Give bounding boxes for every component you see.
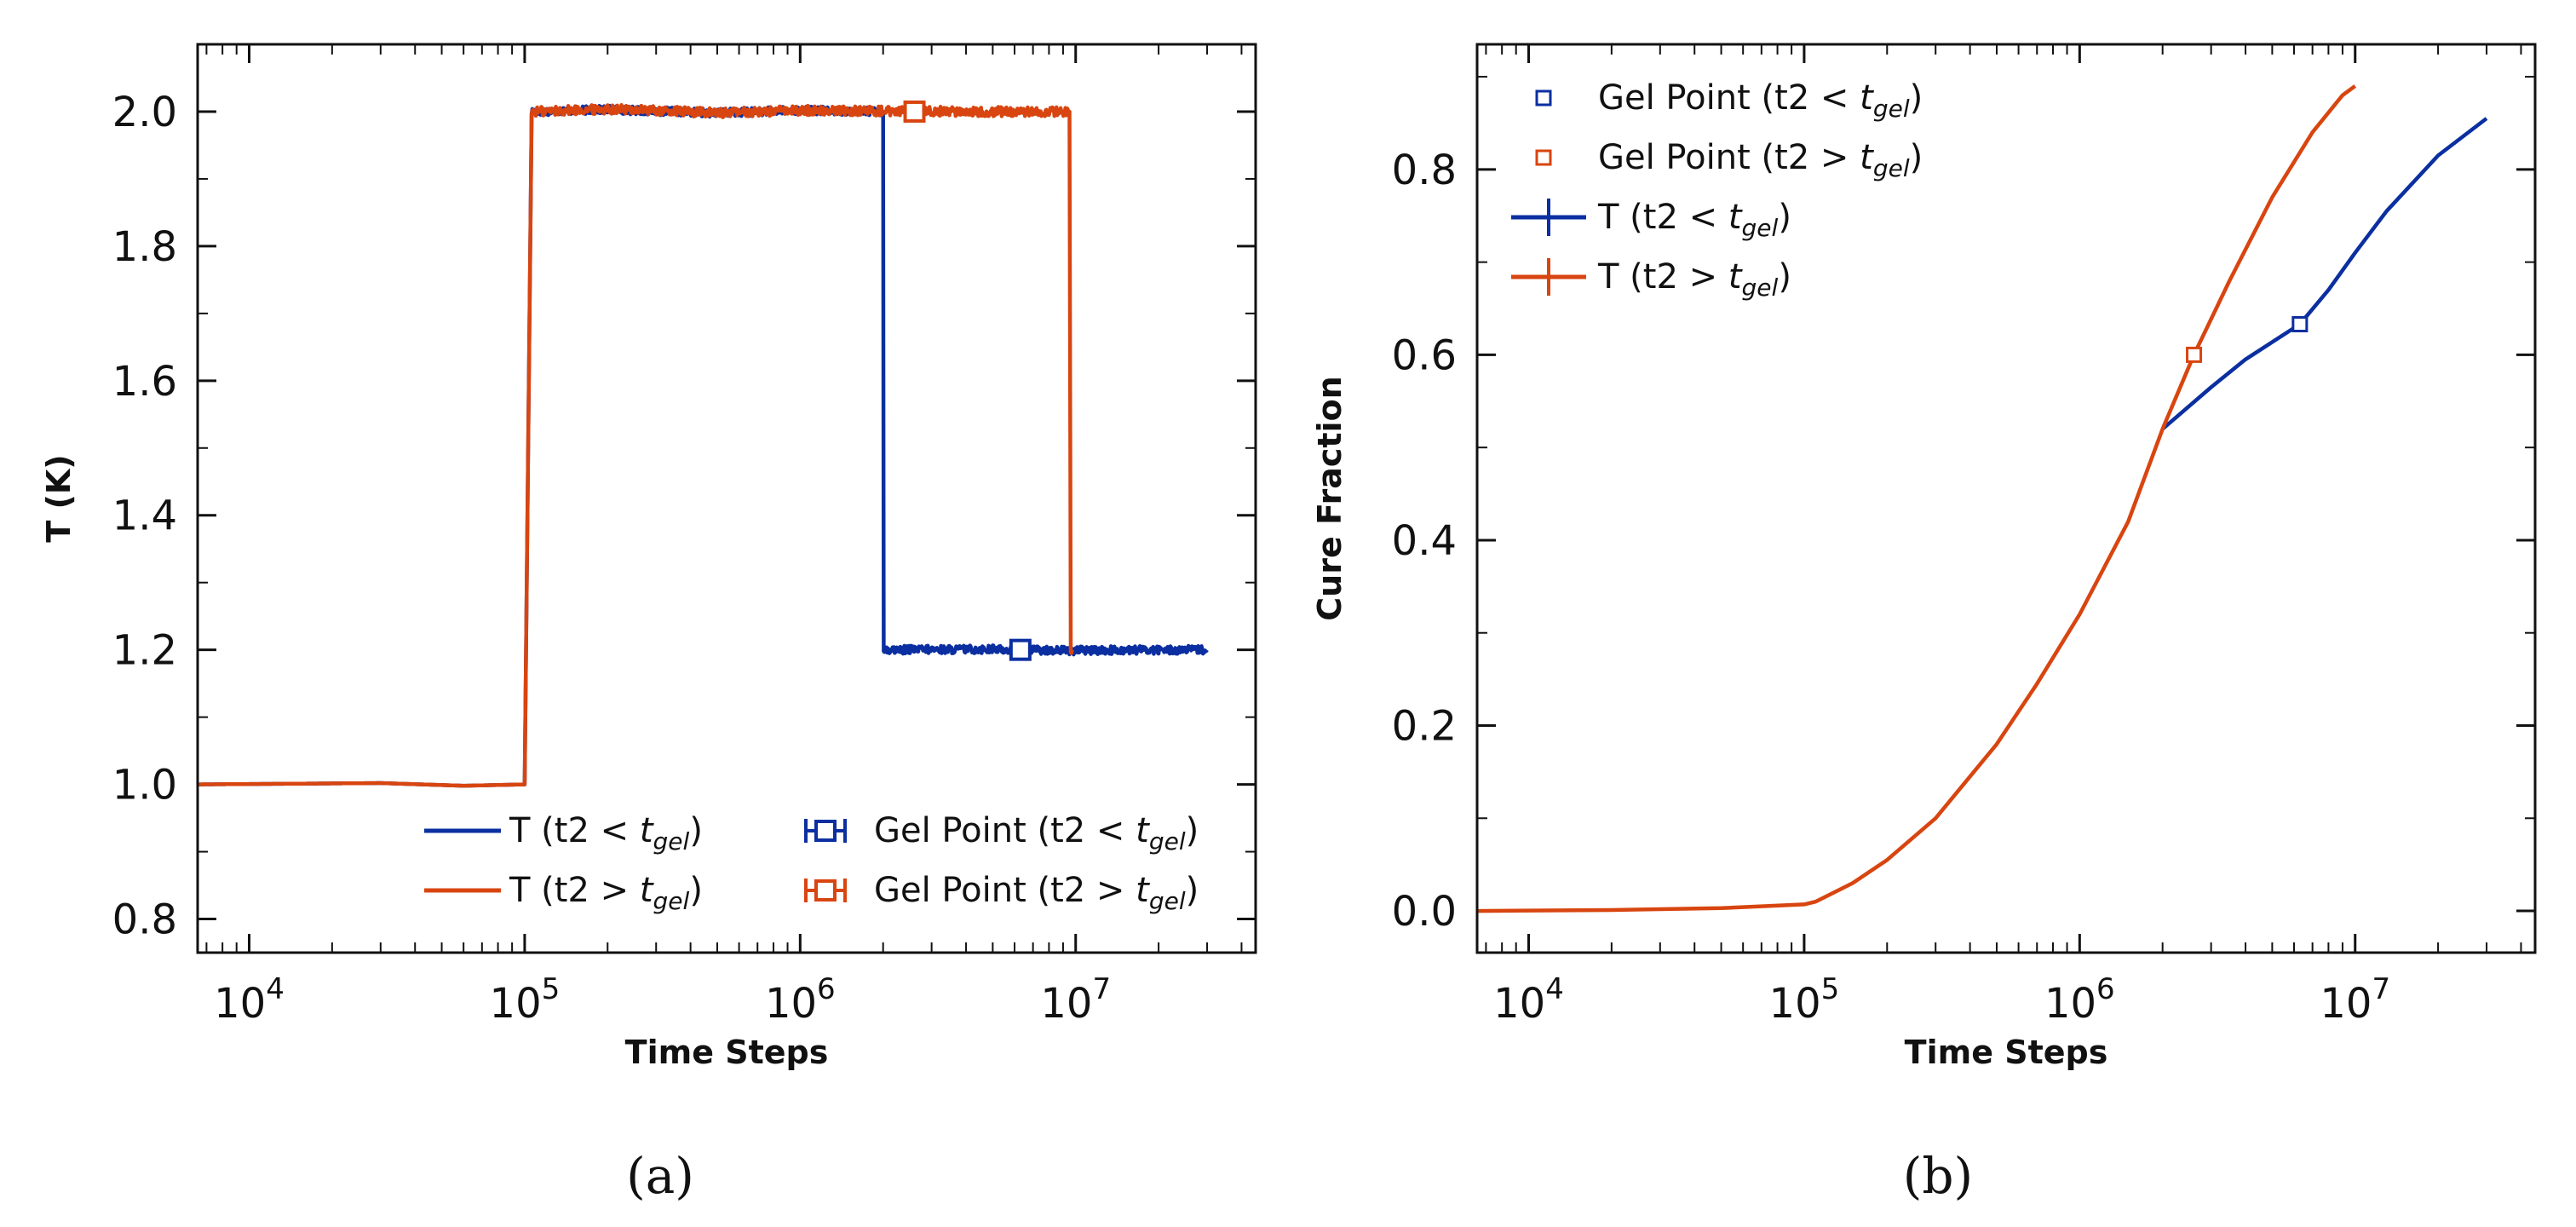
- panel-a-ticks: [198, 43, 1256, 953]
- legend-square-swatch: [814, 879, 837, 902]
- y-tick-label: 1.6: [112, 358, 177, 406]
- legend-label: Gel Point (t2 > tgel): [1598, 138, 1923, 182]
- y-tick-label: 0.0: [1392, 888, 1457, 936]
- y-tick-label: 2.0: [112, 89, 177, 136]
- legend-label: T (t2 < tgel): [509, 811, 703, 855]
- x-tick-label: 104: [1493, 972, 1564, 1028]
- panel-a-x-axis-label: Time Steps: [625, 1034, 829, 1071]
- panel-b-plot-area: [1476, 84, 2488, 913]
- series-line-1: [2161, 117, 2488, 431]
- series-line-2: [1476, 84, 2357, 913]
- y-tick-label: 0.8: [1392, 147, 1457, 194]
- panel-a-legend: T (t2 < tgel) T (t2 > tgel) Gel Point (t2 …: [424, 811, 1199, 915]
- panel-b-tick-labels: 0.0 0.2 0.4 0.6 0.8 104 105 106 107: [1392, 147, 2390, 1028]
- legend-label: T (t2 > tgel): [1597, 257, 1791, 302]
- y-tick-label: 0.8: [112, 896, 177, 944]
- panel-b-ticks: [1477, 44, 2535, 953]
- panel-b-x-axis-label: Time Steps: [1905, 1034, 2108, 1071]
- y-tick-label: 1.4: [112, 493, 177, 540]
- legend-label: Gel Point (t2 > tgel): [874, 871, 1199, 915]
- x-tick-label: 107: [1040, 972, 1111, 1028]
- y-tick-label: 0.6: [1392, 331, 1457, 379]
- y-tick-label: 1.8: [112, 223, 177, 271]
- panel-b-legend: Gel Point (t2 < tgel) Gel Point (t2 > tge…: [1511, 78, 1923, 302]
- panel-b-cure-fraction-chart: 0.0 0.2 0.4 0.6 0.8 104 105 106 107 Time Steps C…: [1311, 43, 2537, 1205]
- gel-point-marker-2: [2186, 346, 2203, 363]
- gel-point-marker-1: [2291, 316, 2309, 333]
- x-tick-label: 107: [2320, 972, 2390, 1028]
- legend-label: T (t2 > tgel): [509, 871, 703, 915]
- y-tick-label: 1.0: [112, 762, 177, 809]
- legend-square-swatch: [1535, 149, 1552, 166]
- panel-b-y-axis-label: Cure Fraction: [1311, 376, 1348, 620]
- x-tick-label: 106: [2044, 972, 2115, 1028]
- x-tick-label: 104: [214, 972, 285, 1028]
- legend-label: T (t2 < tgel): [1597, 198, 1791, 242]
- series-line-1: [196, 103, 1209, 788]
- panel-a-plot-area: [196, 100, 1209, 788]
- series-line-2: [196, 102, 1074, 788]
- legend-label: Gel Point (t2 < tgel): [874, 811, 1199, 855]
- panel-a-temperature-chart: 0.8 1.0 1.2 1.4 1.6 1.8 2.0 104 105 106 107 Time S…: [40, 43, 1257, 1205]
- panel-a-axes-frame: [196, 43, 1257, 954]
- gel-point-marker-2: [903, 100, 926, 123]
- y-tick-label: 0.2: [1392, 703, 1457, 751]
- panel-a-caption: (a): [626, 1147, 694, 1205]
- gel-point-marker-1: [1009, 638, 1032, 661]
- x-tick-label: 105: [490, 972, 561, 1028]
- y-tick-label: 0.4: [1392, 517, 1457, 565]
- x-tick-label: 105: [1769, 972, 1840, 1028]
- y-tick-label: 1.2: [112, 627, 177, 675]
- legend-square-swatch: [814, 820, 837, 842]
- panel-a-y-axis-label: T (K): [40, 454, 78, 542]
- panel-b-caption: (b): [1903, 1147, 1973, 1205]
- panel-b-axes-frame: [1475, 43, 2537, 954]
- x-tick-label: 106: [765, 972, 836, 1028]
- legend-label: Gel Point (t2 < tgel): [1598, 78, 1923, 123]
- panel-a-tick-labels: 0.8 1.0 1.2 1.4 1.6 1.8 2.0 104 105 106 107: [112, 89, 1111, 1028]
- legend-square-swatch: [1535, 89, 1552, 107]
